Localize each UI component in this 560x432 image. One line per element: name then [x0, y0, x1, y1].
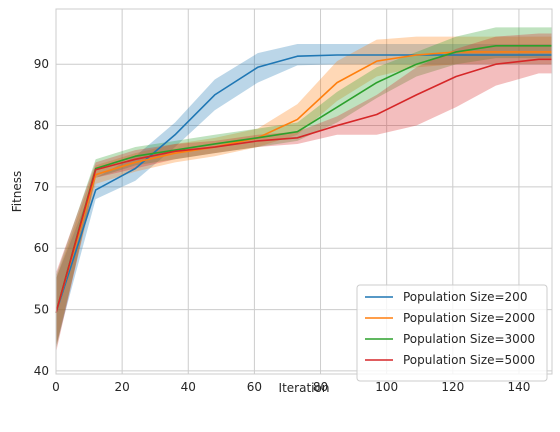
y-tick-label: 90 — [34, 57, 49, 71]
y-tick-label: 60 — [34, 241, 49, 255]
y-tick-label: 80 — [34, 119, 49, 133]
series-line-1 — [55, 54, 552, 313]
grid — [55, 9, 552, 374]
series-line-2 — [55, 51, 552, 313]
y-axis-label: Fitness — [10, 171, 24, 213]
confidence-band-4 — [56, 33, 552, 353]
plot-frame — [55, 8, 553, 375]
x-tick-label: 120 — [441, 380, 464, 394]
legend-label-3: Population Size=3000 — [403, 332, 535, 346]
y-tick-label: 70 — [34, 180, 49, 194]
y-tick-label: 50 — [34, 303, 49, 317]
x-tick-label: 60 — [247, 380, 262, 394]
x-tick-label: 100 — [375, 380, 398, 394]
legend-label-4: Population Size=5000 — [403, 353, 535, 367]
x-tick-label: 0 — [52, 380, 60, 394]
x-tick-label: 40 — [181, 380, 196, 394]
x-axis-label: Iteration — [279, 381, 330, 395]
x-tick-label: 20 — [114, 380, 129, 394]
x-tick-label: 140 — [507, 380, 530, 394]
confidence-bands — [56, 27, 552, 353]
confidence-band-1 — [56, 43, 552, 347]
legend: Population Size=200 Population Size=2000 P… — [356, 284, 548, 382]
series-line-3 — [55, 45, 552, 313]
legend-label-2: Population Size=2000 — [403, 311, 535, 325]
y-tick-label: 40 — [34, 364, 49, 378]
x-tick-labels: 0 20 40 60 80 100 120 140 — [52, 380, 530, 394]
confidence-band-2 — [56, 36, 552, 347]
series-line-4 — [55, 58, 552, 313]
x-tick-label: 80 — [313, 380, 328, 394]
legend-box — [356, 284, 548, 382]
y-tick-labels: 40 50 60 70 80 90 — [34, 57, 49, 378]
legend-label-1: Population Size=200 — [403, 290, 527, 304]
series-lines — [55, 45, 552, 313]
